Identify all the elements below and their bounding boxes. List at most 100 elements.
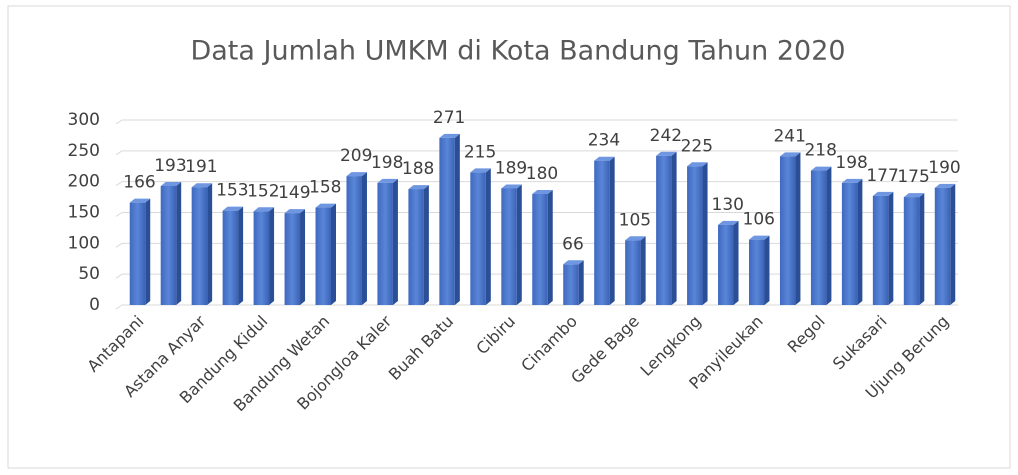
value-label: 242 [650, 126, 682, 146]
value-label: 166 [123, 173, 155, 193]
y-tick-label: 0 [89, 295, 100, 315]
bar-top [841, 178, 863, 183]
bar-top [470, 168, 491, 173]
bar-side [609, 156, 615, 305]
value-label: 177 [866, 166, 898, 186]
bar-top [779, 152, 801, 157]
bar [191, 187, 208, 305]
grid-line [115, 242, 958, 248]
bar-side [764, 235, 770, 305]
bar [377, 182, 393, 305]
bar [687, 166, 703, 305]
bar-side [857, 178, 863, 305]
bar-top [284, 209, 306, 214]
y-tick-label: 100 [68, 233, 100, 253]
bar [903, 197, 920, 305]
bar [160, 185, 177, 305]
bar-top [934, 183, 956, 188]
bar [439, 137, 455, 305]
bar-side [826, 166, 832, 305]
bar-top [810, 166, 832, 171]
bar-top [408, 185, 429, 190]
bar-top [594, 156, 615, 161]
bar-side [702, 162, 708, 305]
bar-top [222, 206, 244, 211]
bar-top [315, 203, 336, 208]
bar-top [625, 236, 646, 241]
bar-top [439, 133, 460, 138]
value-label: 106 [743, 210, 775, 230]
bar-side [176, 181, 182, 305]
value-label: 190 [928, 158, 960, 178]
value-label: 215 [464, 142, 496, 162]
value-label: 153 [216, 181, 248, 201]
bar-top [253, 207, 275, 212]
bar-side [454, 133, 460, 305]
bar-top [346, 172, 367, 177]
bar-side [423, 185, 429, 305]
y-tick-label: 200 [68, 172, 100, 192]
bar-side [795, 152, 801, 305]
value-label: 198 [835, 153, 867, 173]
value-label: 152 [247, 181, 279, 201]
bar-top [532, 190, 553, 194]
grid-line [115, 150, 958, 156]
y-tick-label: 50 [78, 264, 100, 284]
grid-line [115, 273, 958, 279]
y-tick-label: 300 [68, 110, 100, 130]
bar-side [361, 172, 367, 305]
grid-line [115, 212, 958, 217]
value-label: 180 [526, 164, 558, 184]
bar-side [671, 151, 677, 305]
bar-side [733, 220, 739, 305]
bar-top [563, 260, 584, 265]
bar-side [207, 183, 213, 305]
value-label: 209 [340, 146, 372, 166]
chart-title: Data Jumlah UMKM di Kota Bandung Tahun 2… [190, 36, 845, 67]
bar-top [160, 181, 182, 186]
value-label: 191 [185, 157, 217, 177]
bar-side [640, 236, 646, 305]
bar [563, 264, 579, 305]
bar-side [269, 207, 275, 305]
bar [841, 182, 858, 305]
bar [346, 176, 362, 305]
value-label: 241 [773, 126, 805, 146]
bar-side [238, 206, 244, 305]
bar-side [950, 183, 956, 305]
bar [872, 195, 889, 305]
grid-line [115, 304, 958, 310]
value-label: 105 [619, 210, 651, 230]
bar [718, 224, 734, 305]
bar-top [656, 151, 677, 156]
value-label: 149 [278, 183, 310, 203]
bar [810, 170, 827, 305]
bar [129, 202, 146, 305]
value-label: 175 [897, 167, 929, 187]
value-label: 130 [712, 195, 744, 215]
bar [315, 207, 331, 305]
bar-side [300, 209, 306, 305]
bar-top [501, 184, 522, 189]
bar-top [872, 191, 894, 196]
bar-side [392, 178, 398, 305]
bar [408, 189, 424, 305]
value-label: 234 [588, 131, 620, 151]
bar [656, 155, 672, 305]
value-label: 158 [309, 178, 341, 198]
bar [470, 172, 486, 305]
bar [501, 188, 517, 305]
grid-line [115, 119, 958, 125]
value-label: 189 [495, 158, 527, 178]
bar [779, 156, 796, 305]
grid-line [115, 181, 958, 187]
value-label: 225 [681, 136, 713, 156]
bar [253, 211, 270, 305]
bar-side [888, 191, 894, 305]
bar-side [331, 203, 336, 305]
bar-top [687, 162, 708, 167]
bar-top [903, 193, 925, 198]
bar-side [547, 190, 553, 305]
bar-side [516, 184, 522, 305]
